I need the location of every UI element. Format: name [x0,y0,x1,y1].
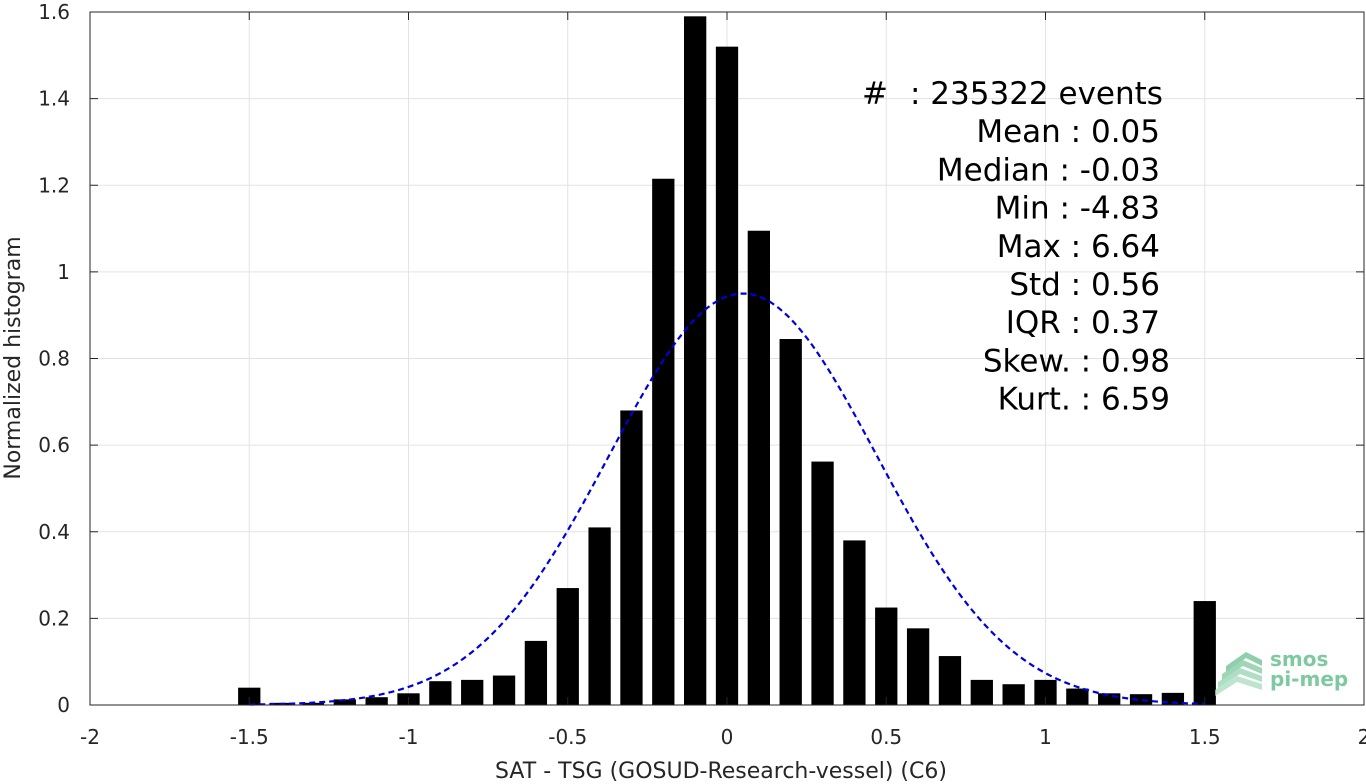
histogram-bar [429,681,452,705]
stat-line: IQR : 0.37 [1006,305,1160,341]
ticks [89,11,1365,706]
y-tick-label: 0.8 [38,347,70,371]
stat-line: Std : 0.56 [1009,267,1160,303]
x-tick-label: 0 [721,725,734,749]
histogram-bar [1034,679,1057,705]
normal-fit-curve [249,292,1205,706]
histogram-bar [461,679,484,705]
x-tick-label: -1.5 [230,725,269,749]
stat-line: Max : 6.64 [997,229,1160,265]
stat-line: Skew. : 0.98 [983,343,1170,379]
x-axis-title: SAT - TSG (GOSUD-Research-vessel) (C6) [495,759,947,784]
y-tick-label: 1.6 [38,0,70,24]
y-tick-label: 0 [57,693,70,717]
histogram-bar [238,687,261,705]
histogram-bar [588,527,611,705]
y-tick-label: 1.2 [38,173,70,197]
y-tick-labels: 0 0.2 0.4 0.6 0.8 1 1.2 1.4 1.6 [38,0,70,717]
histogram-bar [1193,601,1216,705]
histogram-bar [1129,694,1153,705]
histogram-bar [747,230,770,705]
histogram-bar [492,675,516,705]
x-tick-label: 2 [1358,725,1366,749]
histogram-bar [811,461,834,705]
x-tick-label: 1.5 [1189,725,1221,749]
logo-layers-icon [1215,652,1262,696]
histogram-bar [875,607,898,705]
histogram-bar [970,679,993,705]
histogram-bar [684,16,707,706]
histogram-bar [524,640,548,705]
x-tick-label: -2 [80,725,100,749]
logo-text-pi-mep: pi-mep [1270,667,1348,691]
histogram-bar [365,697,388,705]
histogram-bar [1066,688,1089,705]
x-tick-label: -1 [399,725,419,749]
x-tick-labels: -2 -1.5 -1 -0.5 0 0.5 1 1.5 2 [80,725,1366,749]
y-tick-label: 1.4 [38,87,70,111]
x-tick-label: 1 [1039,725,1052,749]
histogram-bar [1002,684,1025,705]
histogram-bar [301,702,325,705]
bars [238,16,1216,706]
stat-value: : 235322 events [910,76,1163,112]
logo-text-smos: smos [1270,647,1328,671]
histogram-bar [652,178,675,706]
y-tick-label: 1 [57,260,70,284]
smos-pi-mep-logo: smos pi-mep [1215,647,1348,696]
histogram-bar [556,588,579,705]
histogram-bar [906,628,930,705]
stat-label: # [862,76,888,112]
y-axis-title: Normalized histogram [1,236,26,479]
x-tick-label: 0.5 [870,725,902,749]
histogram-bar [1098,693,1121,705]
histogram-bar [938,656,962,705]
stat-line: Min : -4.83 [995,191,1160,227]
x-tick-label: -0.5 [548,725,587,749]
stat-line: Median : -0.03 [937,152,1160,188]
histogram-bar [779,339,802,705]
y-tick-label: 0.6 [38,433,70,457]
y-tick-label: 0.4 [38,520,70,544]
stat-line: Mean : 0.05 [976,114,1160,150]
histogram-bar [843,540,866,705]
y-tick-label: 0.2 [38,606,70,630]
histogram-bar [715,46,739,705]
histogram-bar [333,699,356,705]
histogram-bar [620,410,643,705]
stat-line: Kurt. : 6.59 [998,382,1170,418]
